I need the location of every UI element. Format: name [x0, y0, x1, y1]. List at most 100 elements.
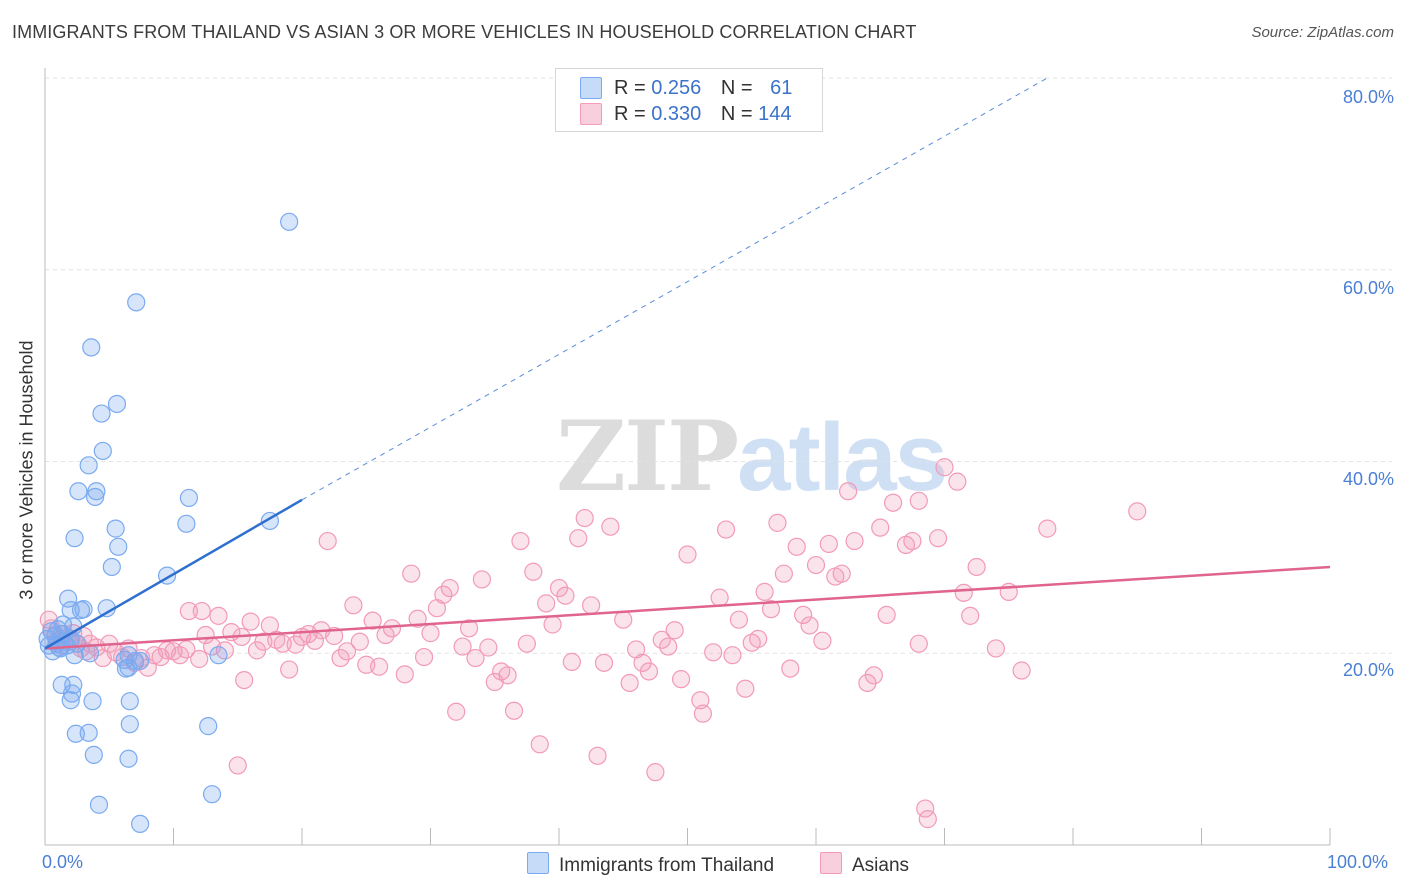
point-asians: [434, 585, 453, 604]
point-thailand: [177, 514, 196, 533]
point-asians: [395, 665, 414, 684]
point-thailand: [87, 482, 106, 501]
point-asians: [729, 610, 749, 629]
point-asians: [864, 666, 883, 685]
point-asians: [537, 594, 556, 613]
point-asians: [280, 660, 299, 679]
point-asians: [190, 649, 209, 669]
legend-stats-thailand: R = 0.256 N = 61: [614, 77, 792, 100]
y-tick-label: 60.0%: [1342, 278, 1394, 298]
point-asians: [241, 612, 260, 631]
point-thailand: [62, 684, 82, 703]
point-thailand: [79, 456, 98, 475]
point-asians: [646, 763, 665, 782]
watermark-atlas: atlas: [737, 404, 948, 511]
point-asians: [665, 621, 684, 640]
point-thailand: [86, 487, 105, 507]
point-asians: [177, 640, 196, 659]
point-thailand: [130, 814, 150, 834]
r-label: R =: [614, 77, 646, 99]
point-asians: [479, 638, 498, 657]
point-asians: [331, 648, 350, 668]
point-asians: [691, 691, 710, 710]
n-label: N =: [720, 77, 753, 99]
point-asians: [761, 600, 781, 619]
r-label: R =: [614, 103, 646, 125]
point-asians: [787, 537, 806, 556]
correlation-legend: R = 0.256 N = 61 R = 0.330 N = 144: [555, 68, 823, 132]
point-asians: [472, 570, 491, 589]
legend-swatch-thailand: [580, 77, 602, 99]
point-asians: [530, 735, 549, 754]
point-asians: [575, 508, 594, 528]
point-asians: [562, 652, 581, 671]
point-asians: [370, 657, 389, 676]
point-asians: [382, 619, 402, 638]
r-value: 0.330: [651, 103, 702, 125]
point-asians: [318, 531, 337, 551]
point-asians: [710, 588, 729, 607]
point-asians: [948, 472, 967, 491]
y-tick-label: 80.0%: [1342, 87, 1394, 107]
point-asians: [337, 642, 357, 661]
point-asians: [504, 701, 524, 720]
point-asians: [639, 662, 659, 681]
legend-stats-asians: R = 0.330 N = 144: [614, 103, 792, 126]
point-asians: [447, 702, 466, 721]
point-asians: [883, 493, 903, 512]
point-thailand: [127, 293, 146, 312]
point-asians: [903, 531, 922, 551]
point-asians: [588, 746, 607, 765]
point-thailand: [202, 785, 222, 804]
point-thailand: [59, 589, 78, 608]
source-label: Source: ZipAtlas.com: [1251, 24, 1394, 41]
legend-item-thailand: Immigrants from Thailand: [527, 852, 774, 877]
point-thailand: [61, 601, 80, 620]
point-thailand: [179, 488, 199, 508]
point-asians: [344, 596, 363, 615]
x-tick-label: 0.0%: [42, 852, 84, 872]
point-thailand: [80, 644, 100, 663]
point-asians: [693, 704, 713, 723]
point-asians: [678, 545, 697, 564]
point-thailand: [79, 723, 98, 742]
point-asians: [704, 643, 723, 662]
point-asians: [935, 458, 954, 477]
trendline-asians: [44, 565, 1331, 650]
point-asians: [916, 799, 935, 818]
y-tick-label: 20.0%: [1342, 660, 1394, 680]
point-asians: [918, 810, 937, 829]
point-thailand: [65, 529, 84, 548]
point-asians: [716, 520, 736, 539]
point-asians: [556, 586, 575, 605]
point-thailand: [116, 659, 136, 678]
point-asians: [928, 529, 948, 548]
point-asians: [408, 609, 427, 628]
x-tick-label: 100.0%: [1327, 852, 1389, 872]
point-asians: [511, 531, 530, 551]
watermark-zip: ZIP: [556, 400, 739, 513]
point-thailand: [120, 692, 139, 711]
y-tick-label: 40.0%: [1342, 469, 1394, 489]
n-value: 61: [770, 77, 793, 99]
point-asians: [235, 670, 254, 690]
point-thailand: [107, 394, 127, 414]
point-asians: [1012, 661, 1031, 680]
point-asians: [1038, 519, 1057, 538]
point-thailand: [209, 646, 228, 665]
point-asians: [877, 605, 896, 625]
point-asians: [524, 562, 543, 581]
point-asians: [517, 634, 536, 653]
point-asians: [459, 619, 479, 638]
point-thailand: [89, 795, 109, 814]
point-thailand: [199, 717, 218, 736]
point-asians: [498, 666, 517, 685]
point-asians: [273, 634, 292, 653]
point-asians: [569, 529, 588, 548]
point-asians: [594, 653, 614, 672]
legend-label-thailand: Immigrants from Thailand: [559, 855, 775, 876]
point-asians: [781, 659, 800, 678]
point-asians: [582, 596, 601, 615]
point-asians: [909, 634, 928, 653]
point-asians: [954, 583, 973, 602]
